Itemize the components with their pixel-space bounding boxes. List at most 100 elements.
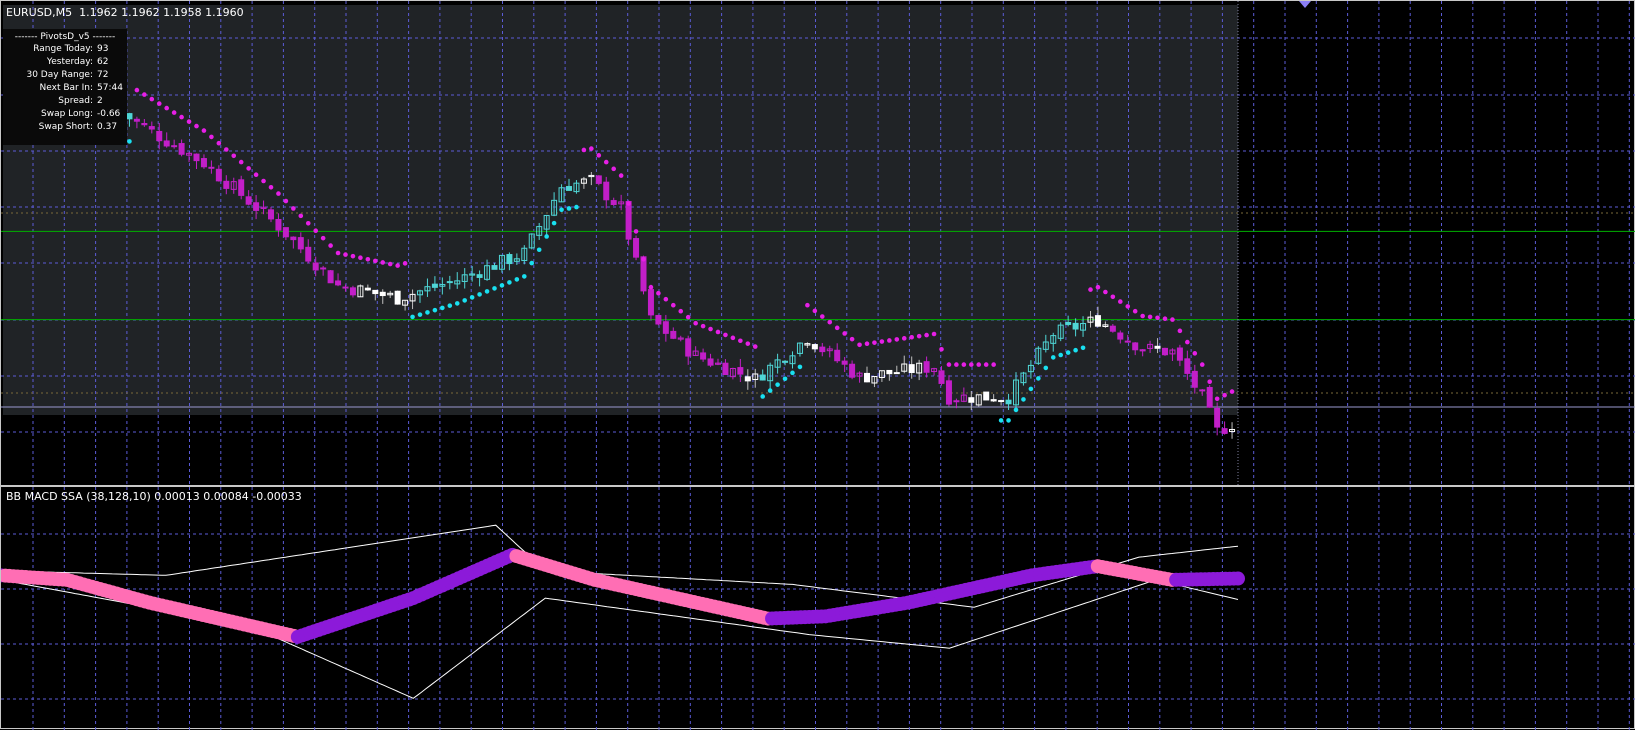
candle-body	[960, 394, 967, 402]
candle-body	[461, 274, 468, 282]
trend-dot	[1125, 304, 1131, 309]
trend-dot	[1147, 314, 1153, 320]
candle-body	[245, 196, 252, 205]
candle-body	[1139, 349, 1146, 352]
trend-dot	[574, 204, 579, 210]
trend-dot	[1207, 379, 1212, 385]
candle-body	[200, 158, 207, 168]
candle-body	[469, 273, 476, 276]
candle-body	[774, 359, 781, 368]
info-value: 62	[97, 57, 109, 67]
trend-dot	[797, 364, 803, 370]
candle-body	[953, 400, 960, 403]
trend-dot	[358, 255, 363, 261]
candle-body	[543, 214, 550, 230]
trend-dot	[477, 292, 482, 297]
trend-dot	[1028, 386, 1034, 392]
candle-body	[1072, 322, 1079, 330]
candle-body	[357, 285, 364, 298]
candle-body	[1184, 358, 1191, 374]
candle-body	[662, 321, 669, 334]
candle-body	[282, 227, 289, 238]
trend-dot	[365, 257, 371, 262]
candle-body	[1102, 324, 1109, 327]
trend-dot	[685, 314, 691, 320]
indicator-panel[interactable]: BB MACD SSA (38,128,10) 0.00013 0.00084 …	[0, 486, 1635, 730]
candle-body	[394, 290, 401, 305]
trend-dot	[1214, 396, 1220, 402]
pivots-info-box: ------- PivotsD_v5 ------- Range Today: …	[3, 29, 127, 145]
trend-dot	[723, 332, 728, 338]
candle-body	[193, 153, 200, 162]
trend-dot	[983, 362, 989, 367]
candle-body	[1080, 323, 1087, 331]
info-value: 93	[97, 44, 109, 54]
trend-dot	[901, 336, 907, 341]
price-chart-panel[interactable]: EURUSD,M5 1.1962 1.1962 1.1958 1.1960 --…	[0, 0, 1635, 487]
trend-dot	[894, 337, 900, 342]
trend-dot	[1118, 299, 1123, 304]
trend-dot	[447, 303, 453, 308]
candle-body	[349, 287, 356, 296]
candle-body	[1162, 347, 1168, 356]
trend-dot	[373, 258, 378, 264]
current-time-marker-icon[interactable]	[1299, 1, 1311, 8]
trend-dot	[648, 284, 654, 290]
candle-body	[305, 246, 312, 262]
candle-body	[945, 380, 952, 405]
candle-body	[841, 360, 848, 365]
trend-dot	[641, 257, 646, 262]
trend-dot	[760, 394, 765, 399]
trend-dot	[1229, 389, 1235, 394]
trend-dot	[730, 335, 736, 341]
trend-dot	[805, 302, 810, 308]
candle-body	[647, 289, 654, 316]
candle-body	[402, 299, 409, 306]
candle-body	[1013, 379, 1019, 406]
candle-body	[983, 391, 990, 401]
candle-body	[506, 254, 513, 265]
candle-body	[238, 179, 245, 196]
candle-body	[722, 362, 729, 375]
trend-dot	[1043, 365, 1049, 371]
candle-body	[849, 363, 856, 378]
trend-dot	[700, 323, 706, 329]
trend-dot	[507, 280, 512, 285]
trend-dot	[387, 261, 393, 267]
trend-dot	[678, 308, 684, 314]
candle-body	[260, 206, 267, 209]
trend-dot	[1110, 294, 1116, 300]
candle-body	[536, 226, 543, 236]
candle-body	[655, 315, 662, 325]
trend-dot	[231, 153, 237, 159]
info-label: 30 Day Range:	[26, 70, 93, 80]
trend-dot	[216, 140, 222, 146]
trend-dot	[954, 362, 959, 367]
trend-dot	[1006, 418, 1011, 423]
candle-body	[938, 370, 945, 384]
candle-body	[573, 182, 580, 193]
candle-body	[692, 350, 699, 356]
trend-dot	[1080, 345, 1086, 351]
candle-body	[1042, 341, 1049, 350]
candle-body	[916, 362, 923, 374]
trend-dot	[291, 206, 296, 211]
candle-body	[1050, 335, 1057, 344]
trend-dot	[1088, 287, 1093, 292]
trend-dot	[767, 388, 773, 393]
trend-dot	[209, 134, 214, 140]
trend-dot	[462, 298, 468, 303]
trend-dot	[499, 283, 505, 288]
candle-body	[789, 355, 796, 365]
candle-body	[513, 258, 520, 262]
candle-body	[990, 399, 997, 402]
candle-body	[1221, 428, 1228, 434]
candle-body	[893, 372, 900, 375]
trend-dot	[469, 295, 475, 300]
candle-body	[707, 358, 714, 366]
trend-dot	[186, 119, 192, 124]
candle-body	[208, 166, 215, 169]
candle-body	[372, 289, 379, 295]
candle-body	[476, 274, 483, 278]
candle-body	[566, 186, 572, 191]
